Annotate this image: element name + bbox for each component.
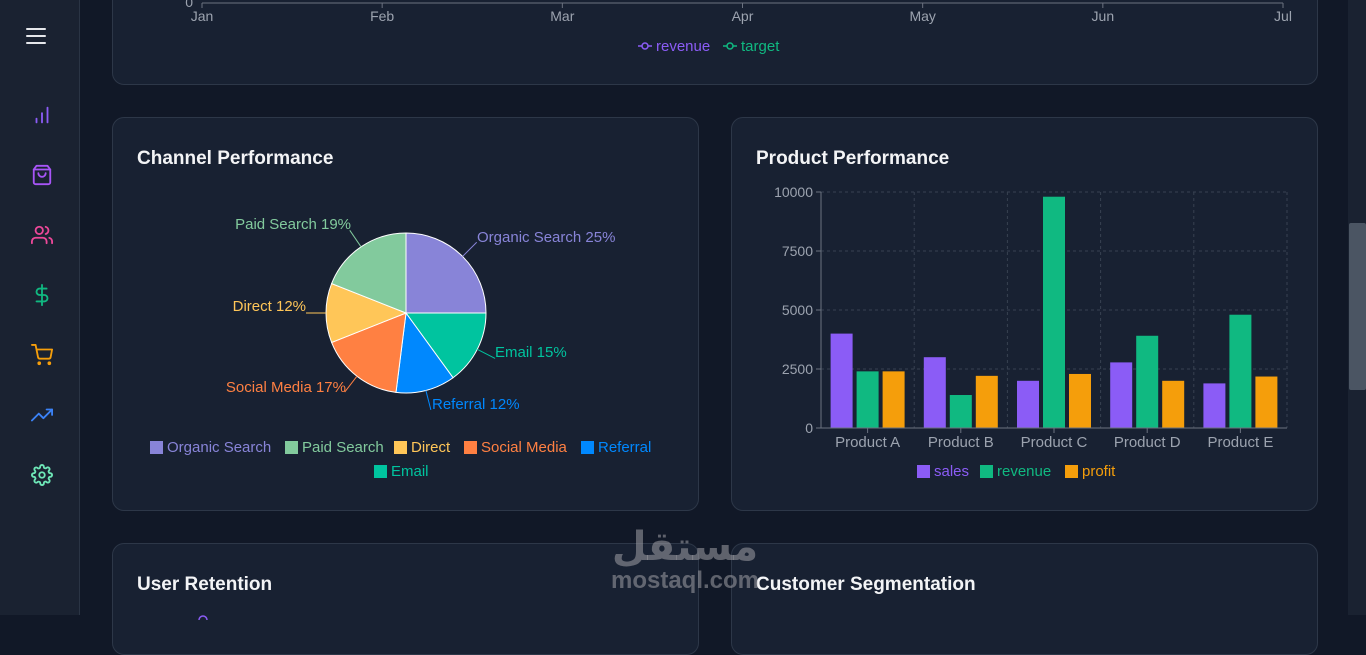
pie-leader-email <box>477 348 496 359</box>
bar-product-b-revenue[interactable] <box>949 395 972 428</box>
legend-revenue-bar[interactable]: revenue <box>980 463 1051 480</box>
x-tick-label-feb: Feb <box>370 8 394 24</box>
pie-slice-direct[interactable] <box>325 282 408 344</box>
bar-product-e-revenue[interactable] <box>1229 314 1252 428</box>
pie-leader-social-media <box>344 375 358 393</box>
pie-leader-paid-search <box>349 230 362 248</box>
bar-product-d-revenue[interactable] <box>1136 335 1159 428</box>
y-tick-label-0: 0 <box>805 420 813 436</box>
bar-product-c-sales[interactable] <box>1017 380 1039 428</box>
pie-label-email: Email 15% <box>495 344 567 361</box>
bar-product-e-sales[interactable] <box>1203 383 1226 428</box>
pie-slice-referral[interactable] <box>395 311 454 394</box>
x-tick-label-product-d: Product D <box>1114 434 1181 451</box>
channel-pie-chart: Organic Search 25% Email 15% Referral 12… <box>150 216 651 480</box>
pie-label-organic-search: Organic Search 25% <box>477 229 615 246</box>
pie-label-direct: Direct 12% <box>233 298 306 315</box>
bar-product-b-sales[interactable] <box>923 357 946 428</box>
legend-profit[interactable]: profit <box>1065 463 1116 480</box>
legend-paid-search[interactable]: Paid Search <box>285 439 384 456</box>
sidebar <box>0 0 80 615</box>
trending-up-icon[interactable] <box>31 404 53 426</box>
pie-slice-organic-search[interactable] <box>405 232 487 314</box>
pie-label-paid-search: Paid Search 19% <box>235 216 351 233</box>
bar-product-a-sales[interactable] <box>830 333 853 428</box>
bar-product-e-profit[interactable] <box>1255 376 1278 428</box>
watermark-latin: mostaql.com <box>610 567 760 594</box>
channel-performance-title: Channel Performance <box>137 148 334 169</box>
product-performance-card: Product Performance 0 2500 5000 7500 10000 P… <box>731 117 1318 511</box>
revenue-chart-card: 0 Jan Feb Mar Apr May Jun Jul revenue target <box>112 0 1318 85</box>
y-tick-label-10000: 10000 <box>774 184 813 200</box>
watermark: مستقل mostaql.com <box>600 525 770 593</box>
legend-organic-search-label: Organic Search <box>167 439 271 456</box>
x-tick-label-product-b: Product B <box>928 434 994 451</box>
legend-target-label: target <box>741 38 780 55</box>
customer-segmentation-card: Customer Segmentation <box>731 543 1318 655</box>
pie-label-social-media: Social Media 17% <box>226 379 346 396</box>
customer-segmentation-title: Customer Segmentation <box>756 574 976 595</box>
y-tick-label-2500: 2500 <box>782 361 813 377</box>
legend-revenue-bar-label: revenue <box>997 463 1051 480</box>
legend-social-media[interactable]: Social Media <box>464 439 568 456</box>
legend-organic-search[interactable]: Organic Search <box>150 439 271 456</box>
bar-product-d-profit[interactable] <box>1162 380 1185 428</box>
bar-product-b-profit[interactable] <box>975 375 998 428</box>
shopping-cart-icon[interactable] <box>31 344 53 366</box>
x-tick-label-product-e: Product E <box>1207 434 1273 451</box>
bar-chart-icon[interactable] <box>31 104 53 126</box>
legend-revenue-label: revenue <box>656 38 710 55</box>
legend-direct-label: Direct <box>411 439 451 456</box>
product-performance-title: Product Performance <box>756 148 950 169</box>
x-tick-label-may: May <box>909 8 935 24</box>
bar-product-d-sales[interactable] <box>1110 362 1133 428</box>
watermark-arabic: مستقل <box>611 524 759 570</box>
x-tick-label-mar: Mar <box>550 8 574 24</box>
x-tick-label-product-c: Product C <box>1021 434 1088 451</box>
legend-direct[interactable]: Direct <box>394 439 451 456</box>
pie-slice-paid-search[interactable] <box>330 232 407 314</box>
product-bar-chart: 0 2500 5000 7500 10000 Product A Product B Pro… <box>774 184 1288 480</box>
bar-product-a-revenue[interactable] <box>856 371 879 428</box>
channel-performance-card: Channel Performance Organic Search 25% E… <box>112 117 699 511</box>
x-tick-label-product-a: Product A <box>835 434 900 451</box>
legend-sales-label: sales <box>934 463 969 480</box>
legend-referral-label: Referral <box>598 439 651 456</box>
bar-product-c-profit[interactable] <box>1069 373 1091 428</box>
legend-sales[interactable]: sales <box>917 463 969 480</box>
legend-profit-label: profit <box>1082 463 1116 480</box>
revenue-chart: 0 Jan Feb Mar Apr May Jun Jul revenue target <box>185 0 1292 55</box>
legend-revenue[interactable]: revenue <box>638 38 710 55</box>
y-tick-label: 0 <box>185 0 193 10</box>
bar-product-c-revenue[interactable] <box>1043 196 1065 428</box>
legend-paid-search-label: Paid Search <box>302 439 384 456</box>
menu-toggle-button[interactable] <box>26 28 46 44</box>
pie-leader-organic-search <box>462 241 478 257</box>
pie-label-referral: Referral 12% <box>432 396 520 413</box>
x-tick-label-apr: Apr <box>732 8 754 24</box>
users-icon[interactable] <box>31 224 53 246</box>
pie-slice-email[interactable] <box>405 312 487 379</box>
pie-leader-referral <box>425 390 432 410</box>
pie-slice-social-media[interactable] <box>330 312 407 393</box>
x-tick-label-jun: Jun <box>1092 8 1115 24</box>
y-tick-label-7500: 7500 <box>782 243 813 259</box>
y-tick-label-5000: 5000 <box>782 302 813 318</box>
legend-social-media-label: Social Media <box>481 439 568 456</box>
shopping-bag-icon[interactable] <box>31 164 53 186</box>
legend-referral[interactable]: Referral <box>581 439 651 456</box>
scrollbar-thumb[interactable] <box>1349 223 1366 390</box>
bar-product-a-profit[interactable] <box>882 371 905 428</box>
settings-icon[interactable] <box>31 464 53 486</box>
x-tick-label-jul: Jul <box>1274 8 1292 24</box>
dollar-icon[interactable] <box>31 284 53 306</box>
legend-email[interactable]: Email <box>374 463 429 480</box>
user-retention-title: User Retention <box>137 574 273 595</box>
retention-chart-peek <box>198 615 208 620</box>
legend-email-label: Email <box>391 463 429 480</box>
legend-target[interactable]: target <box>723 38 780 55</box>
x-tick-label-jan: Jan <box>191 8 214 24</box>
